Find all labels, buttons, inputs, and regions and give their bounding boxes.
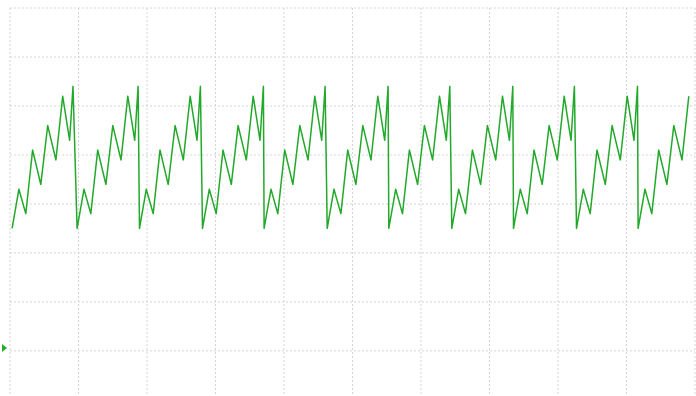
oscilloscope-screen [0,0,696,396]
